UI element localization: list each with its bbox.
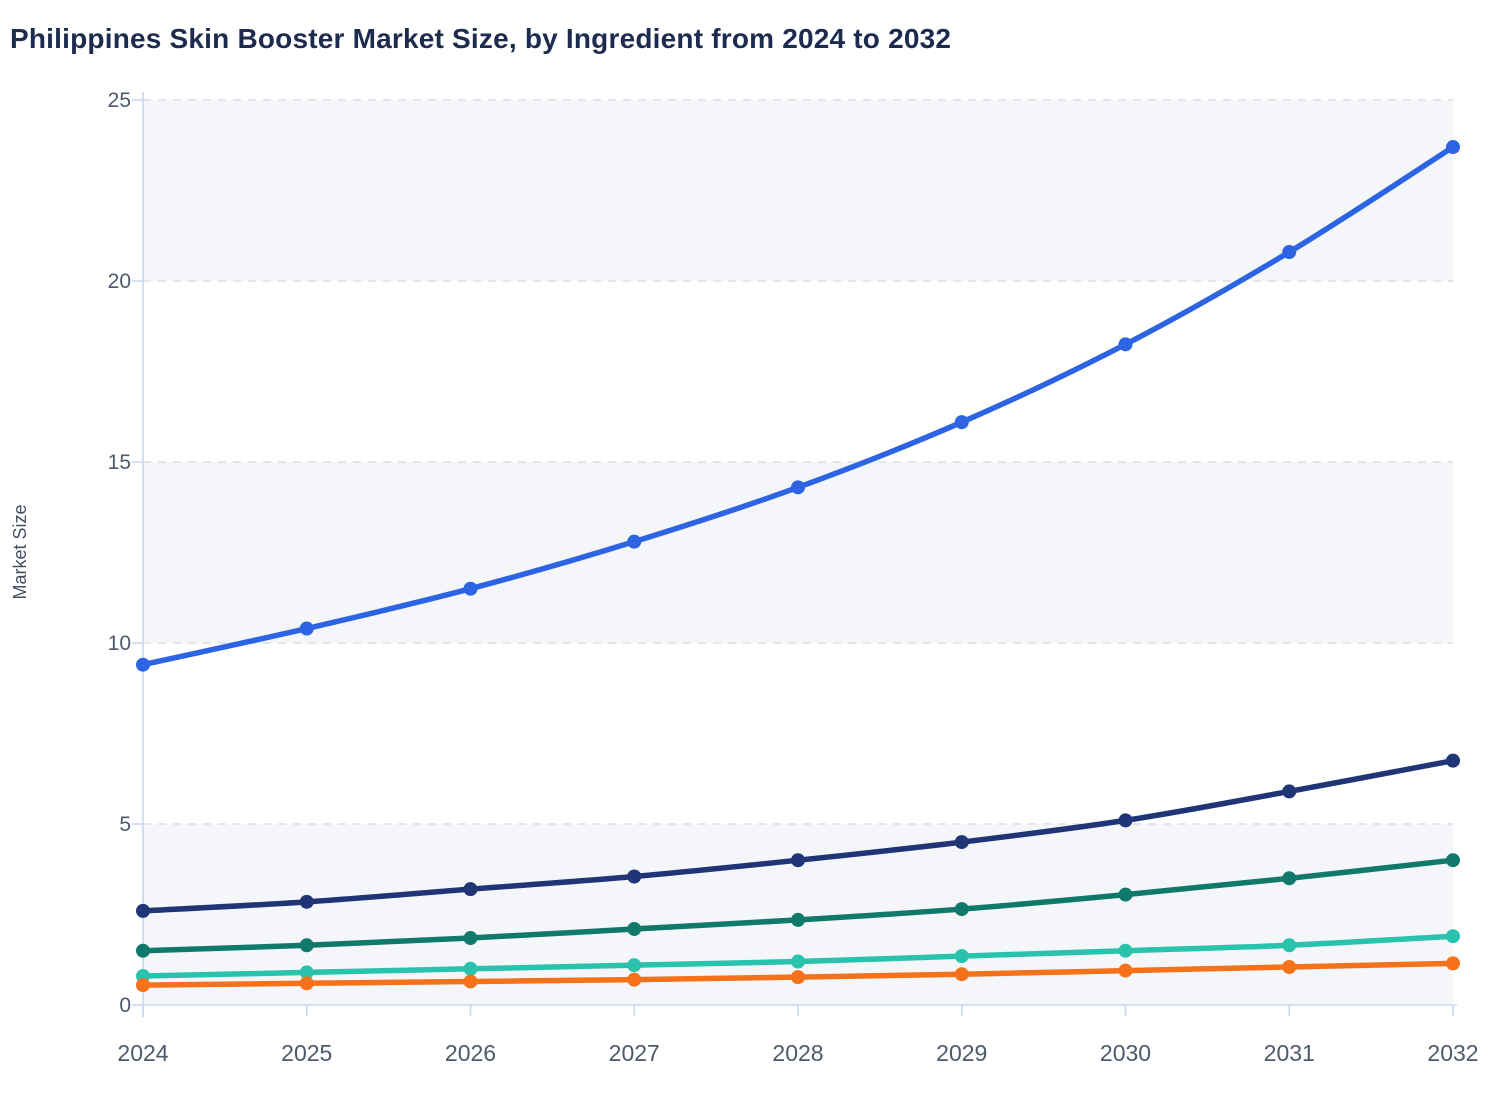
data-point-orange-2031 [1282,959,1297,974]
data-point-teal-2027 [627,921,642,936]
data-point-navy-2024 [136,903,150,918]
data-point-teal-2030 [1118,887,1133,902]
chart-title: Philippines Skin Booster Market Size, by… [10,22,952,54]
y-tick-label-0: 0 [119,994,131,1017]
y-tick-label-10: 10 [107,632,131,655]
data-point-orange-2027 [627,972,642,987]
x-tick-label-2032: 2032 [1427,1040,1479,1066]
data-point-teal-2029 [954,902,969,917]
data-point-mint-2029 [954,949,969,964]
data-point-navy-2030 [1118,813,1133,828]
data-point-blue-2030 [1118,337,1133,352]
data-point-mint-2025 [299,965,314,980]
data-point-orange-2029 [954,967,969,982]
x-tick-label-2027: 2027 [608,1040,660,1066]
data-point-orange-2025 [299,976,314,991]
data-point-teal-2025 [299,938,314,953]
data-point-teal-2032 [1446,853,1460,868]
y-tick-label-5: 5 [119,813,131,836]
band-20-25 [143,100,1453,281]
data-point-orange-2032 [1446,956,1460,971]
data-point-navy-2027 [627,869,642,884]
data-point-blue-2031 [1282,245,1297,260]
x-tick-label-2024: 2024 [117,1040,169,1066]
data-point-blue-2032 [1446,140,1460,155]
data-point-blue-2029 [954,415,969,430]
data-point-mint-2031 [1282,938,1297,953]
data-point-blue-2025 [299,621,314,636]
data-point-teal-2031 [1282,871,1297,886]
x-tick-label-2029: 2029 [936,1040,988,1066]
data-point-mint-2030 [1118,943,1133,958]
y-tick-label-20: 20 [107,270,131,293]
data-point-navy-2029 [954,835,969,850]
data-point-mint-2028 [791,954,805,969]
data-point-teal-2028 [791,912,805,927]
data-point-mint-2032 [1446,929,1460,944]
data-point-orange-2028 [791,970,805,985]
y-tick-label-25: 25 [107,89,131,112]
x-tick-label-2028: 2028 [772,1040,824,1066]
data-point-navy-2028 [791,853,805,868]
data-point-blue-2026 [463,581,478,596]
data-point-blue-2027 [627,534,642,549]
x-tick-label-2030: 2030 [1099,1040,1152,1066]
data-point-mint-2026 [463,961,478,976]
data-point-mint-2027 [627,958,642,973]
data-point-navy-2026 [463,882,478,897]
data-point-orange-2030 [1118,963,1133,978]
x-tick-label-2031: 2031 [1263,1040,1315,1066]
data-point-teal-2024 [136,943,150,958]
data-point-navy-2032 [1446,753,1460,768]
data-point-blue-2028 [791,480,805,495]
data-point-blue-2024 [136,657,150,672]
data-point-teal-2026 [463,931,478,946]
data-point-navy-2031 [1282,784,1297,799]
x-tick-label-2025: 2025 [281,1040,333,1066]
y-tick-label-15: 15 [107,451,131,474]
data-point-orange-2026 [463,974,478,989]
data-point-orange-2024 [136,978,150,993]
data-point-navy-2025 [299,894,314,909]
x-tick-label-2026: 2026 [444,1040,497,1066]
